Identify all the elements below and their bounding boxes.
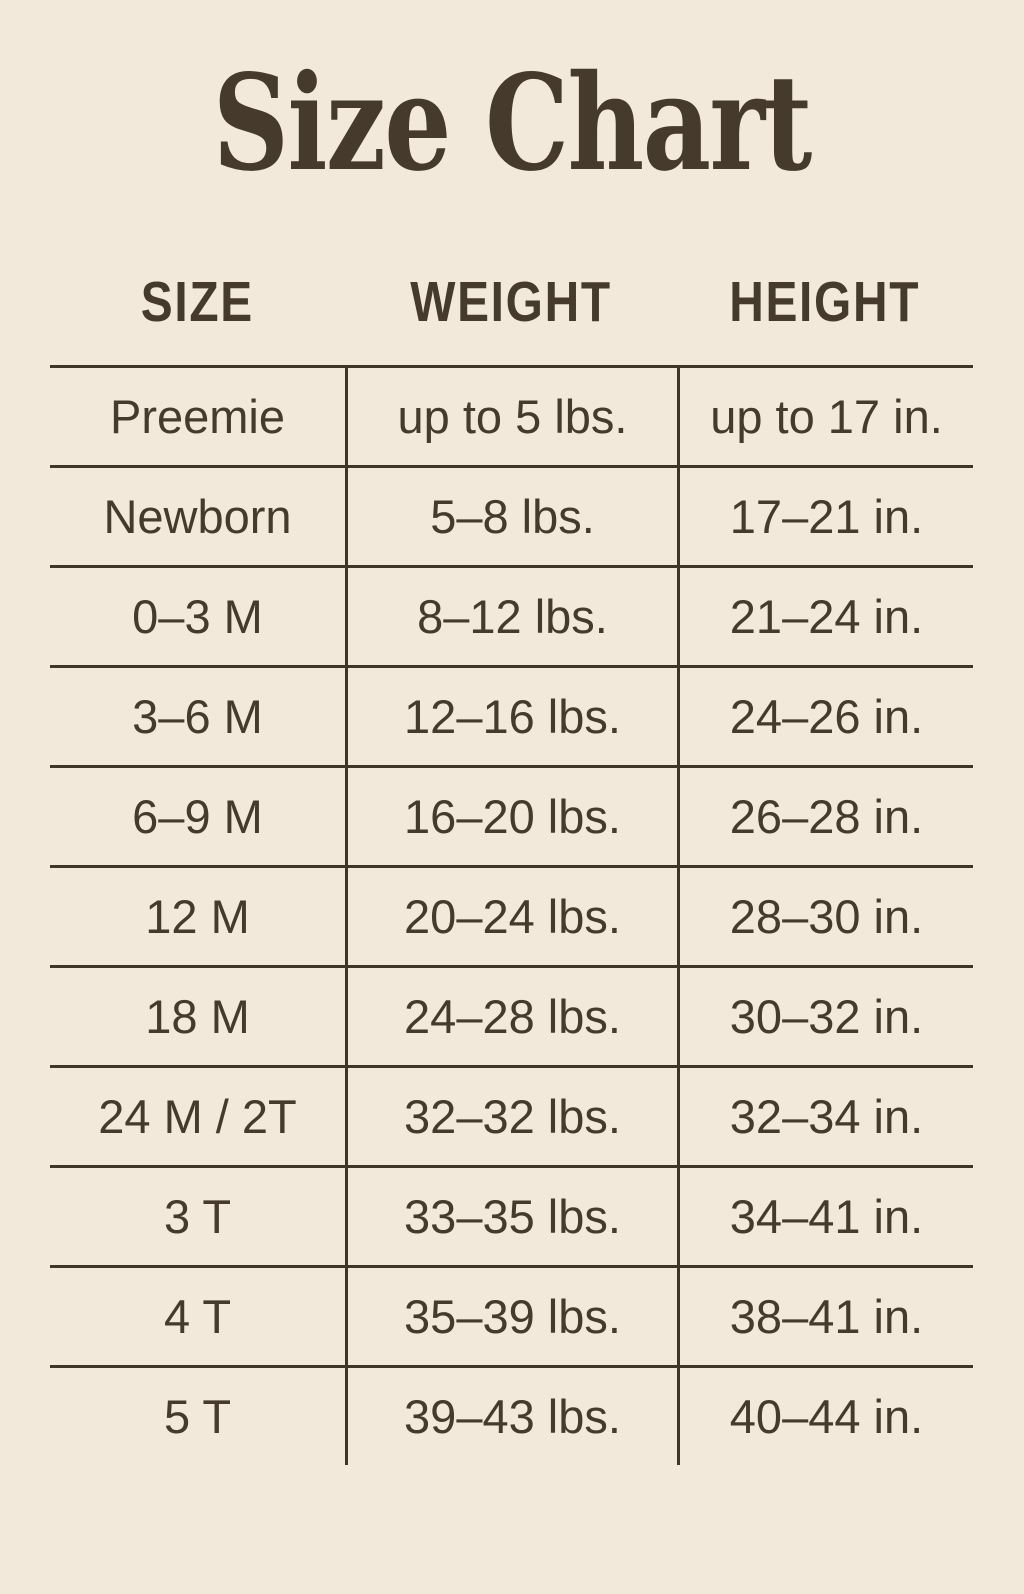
column-header-height: HEIGHT xyxy=(677,274,973,331)
cell-height: 26–28 in. xyxy=(677,768,973,865)
cell-height: 38–41 in. xyxy=(677,1268,973,1365)
cell-weight: up to 5 lbs. xyxy=(345,368,677,465)
cell-size: 4 T xyxy=(163,1290,232,1343)
cell-weight: 35–39 lbs. xyxy=(345,1268,677,1365)
cell-height: 34–41 in. xyxy=(677,1168,973,1265)
cell-weight: 32–32 lbs. xyxy=(345,1068,677,1165)
cell-size: 3 T xyxy=(163,1190,232,1243)
cell-size: 24 M / 2T xyxy=(98,1090,297,1143)
cell-size: 5 T xyxy=(163,1390,232,1443)
cell-height: 30–32 in. xyxy=(677,968,973,1065)
cell-weight: 39–43 lbs. xyxy=(345,1368,677,1465)
cell-size: 12 M xyxy=(145,890,250,943)
cell-size: 6–9 M xyxy=(132,790,263,843)
cell-height: 17–21 in. xyxy=(677,468,973,565)
cell-height: 21–24 in. xyxy=(677,568,973,665)
cell-size: 18 M xyxy=(145,990,250,1043)
cell-size: Newborn xyxy=(103,490,292,543)
table-row: 6–9 M 16–20 lbs. 26–28 in. xyxy=(50,765,973,865)
cell-weight: 8–12 lbs. xyxy=(345,568,677,665)
cell-weight: 24–28 lbs. xyxy=(345,968,677,1065)
column-header-size: SIZE xyxy=(50,274,345,331)
cell-size: 3–6 M xyxy=(132,690,263,743)
table-row: 4 T 35–39 lbs. 38–41 in. xyxy=(50,1265,973,1365)
page-title: Size Chart xyxy=(0,58,1024,190)
table-row: 24 M / 2T 32–32 lbs. 32–34 in. xyxy=(50,1065,973,1165)
cell-weight: 12–16 lbs. xyxy=(345,668,677,765)
cell-height: up to 17 in. xyxy=(677,368,973,465)
table-row: 3–6 M 12–16 lbs. 24–26 in. xyxy=(50,665,973,765)
table-row: 12 M 20–24 lbs. 28–30 in. xyxy=(50,865,973,965)
table-header-row: SIZE WEIGHT HEIGHT xyxy=(50,274,973,331)
column-header-height-label: HEIGHT xyxy=(729,270,921,334)
cell-height: 28–30 in. xyxy=(677,868,973,965)
table-row: 0–3 M 8–12 lbs. 21–24 in. xyxy=(50,565,973,665)
cell-weight: 16–20 lbs. xyxy=(345,768,677,865)
table-row: 5 T 39–43 lbs. 40–44 in. xyxy=(50,1365,973,1465)
page-title-text: Size Chart xyxy=(213,46,813,201)
cell-weight: 20–24 lbs. xyxy=(345,868,677,965)
table-row: 3 T 33–35 lbs. 34–41 in. xyxy=(50,1165,973,1265)
table-row: 18 M 24–28 lbs. 30–32 in. xyxy=(50,965,973,1065)
cell-size: 0–3 M xyxy=(132,590,263,643)
cell-height: 24–26 in. xyxy=(677,668,973,765)
size-chart-page: Size Chart SIZE WEIGHT HEIGHT Preemie up… xyxy=(0,58,1024,1594)
table-row: Preemie up to 5 lbs. up to 17 in. xyxy=(50,365,973,465)
column-header-weight-label: WEIGHT xyxy=(410,270,612,334)
cell-weight: 5–8 lbs. xyxy=(345,468,677,565)
cell-size: Preemie xyxy=(109,390,285,443)
column-header-weight: WEIGHT xyxy=(345,274,677,331)
cell-height: 40–44 in. xyxy=(677,1368,973,1465)
column-header-size-label: SIZE xyxy=(140,270,255,334)
cell-weight: 33–35 lbs. xyxy=(345,1168,677,1265)
table-row: Newborn 5–8 lbs. 17–21 in. xyxy=(50,465,973,565)
cell-height: 32–34 in. xyxy=(677,1068,973,1165)
size-table: Preemie up to 5 lbs. up to 17 in. Newbor… xyxy=(50,365,973,1465)
